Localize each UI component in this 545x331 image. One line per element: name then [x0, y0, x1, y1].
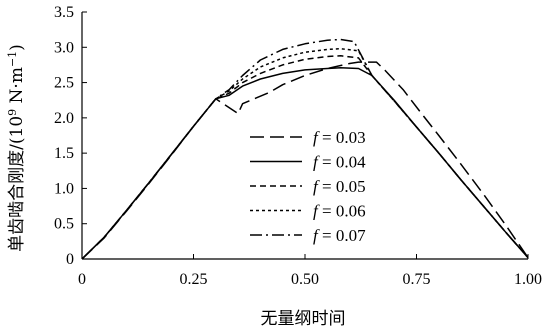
legend-value: = 0.06 — [318, 202, 366, 221]
legend-label-2: f = 0.04 — [313, 153, 366, 172]
y-axis-label-exp: 9 — [6, 109, 19, 116]
y-axis-label-close: ) — [7, 44, 27, 51]
x-tick-label: 0.25 — [180, 271, 208, 288]
series-line-5 — [81, 38, 529, 260]
series-line-4 — [81, 47, 529, 260]
legend-var: f — [313, 226, 320, 245]
y-axis-label-main: 单齿啮合刚度/(10 — [7, 116, 27, 252]
y-tick-label: 1.0 — [54, 180, 74, 197]
legend: f = 0.03f = 0.04f = 0.05f = 0.06f = 0.07 — [250, 128, 366, 245]
y-tick-label: 3.5 — [54, 4, 74, 21]
x-axis-ticks: 0 0.25 0.50 0.75 1.00 — [78, 254, 542, 288]
x-tick-label: 1.00 — [514, 271, 542, 288]
legend-var: f — [313, 202, 320, 221]
series-layer — [81, 38, 529, 260]
x-tick-label: 0.50 — [291, 271, 319, 288]
legend-label-4: f = 0.06 — [313, 202, 366, 221]
y-tick-label: 2.5 — [54, 75, 74, 92]
series-line-1 — [81, 61, 529, 260]
x-axis-label: 无量纲时间 — [261, 309, 346, 329]
legend-var: f — [313, 177, 320, 196]
legend-var: f — [313, 153, 320, 172]
legend-label-5: f = 0.07 — [313, 226, 366, 245]
legend-label-3: f = 0.05 — [313, 177, 366, 196]
y-tick-label: 2.0 — [54, 110, 74, 127]
x-tick-label: 0.75 — [403, 271, 431, 288]
y-axis-ticks: 0 0.5 1.0 1.5 2.0 2.5 3.0 3.5 — [54, 4, 87, 268]
series-line-3 — [81, 55, 529, 260]
y-axis-label-unit-exp: −1 — [6, 51, 19, 67]
legend-value: = 0.07 — [318, 226, 366, 245]
legend-label-1: f = 0.03 — [313, 128, 366, 147]
y-tick-label: 3.0 — [54, 39, 74, 56]
plot-frame — [81, 12, 528, 260]
legend-var: f — [313, 128, 320, 147]
y-axis-label-unit: N·m — [7, 67, 27, 109]
y-axis-label: 单齿啮合刚度/(109 N·m−1) — [6, 44, 28, 252]
legend-value: = 0.04 — [318, 153, 366, 172]
legend-value: = 0.05 — [318, 177, 366, 196]
legend-value: = 0.03 — [318, 128, 366, 147]
y-tick-label: 0 — [66, 251, 74, 268]
y-tick-label: 0.5 — [54, 216, 74, 233]
y-tick-label: 1.5 — [54, 145, 74, 162]
x-tick-label: 0 — [78, 271, 86, 288]
